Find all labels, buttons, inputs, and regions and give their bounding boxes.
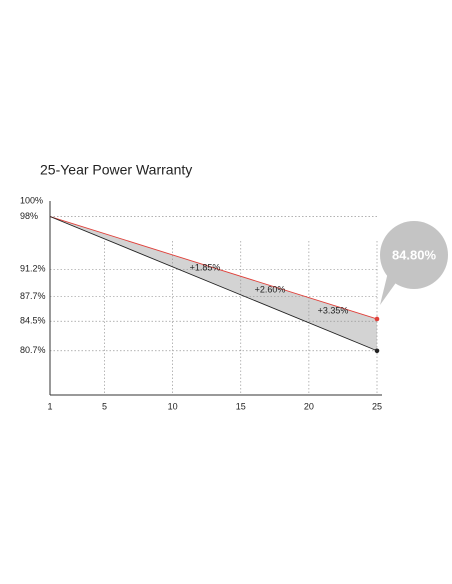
y-tick-label: 100% (20, 195, 43, 205)
x-tick-label: 1 (47, 401, 52, 411)
y-tick-label: 80.7% (20, 345, 46, 355)
callout-bubble (380, 221, 448, 289)
annotation: +3.35% (318, 305, 349, 315)
callout-text: 84.80% (392, 247, 437, 262)
series-line (49, 216, 378, 320)
x-tick-label: 20 (304, 401, 314, 411)
y-tick-label: 91.2% (20, 264, 46, 274)
annotation: +2.60% (255, 284, 286, 294)
x-tick-label: 5 (102, 401, 107, 411)
y-tick-label: 87.7% (20, 291, 46, 301)
end-point (374, 348, 380, 354)
chart-title: 25-Year Power Warranty (40, 162, 192, 178)
x-tick-label: 25 (372, 401, 382, 411)
end-point (374, 316, 380, 322)
series-line (49, 216, 378, 352)
x-tick-label: 10 (168, 401, 178, 411)
x-tick-label: 15 (236, 401, 246, 411)
y-tick-label: 98% (20, 211, 38, 221)
annotation: +1.85% (190, 262, 221, 272)
y-tick-label: 84.5% (20, 316, 46, 326)
